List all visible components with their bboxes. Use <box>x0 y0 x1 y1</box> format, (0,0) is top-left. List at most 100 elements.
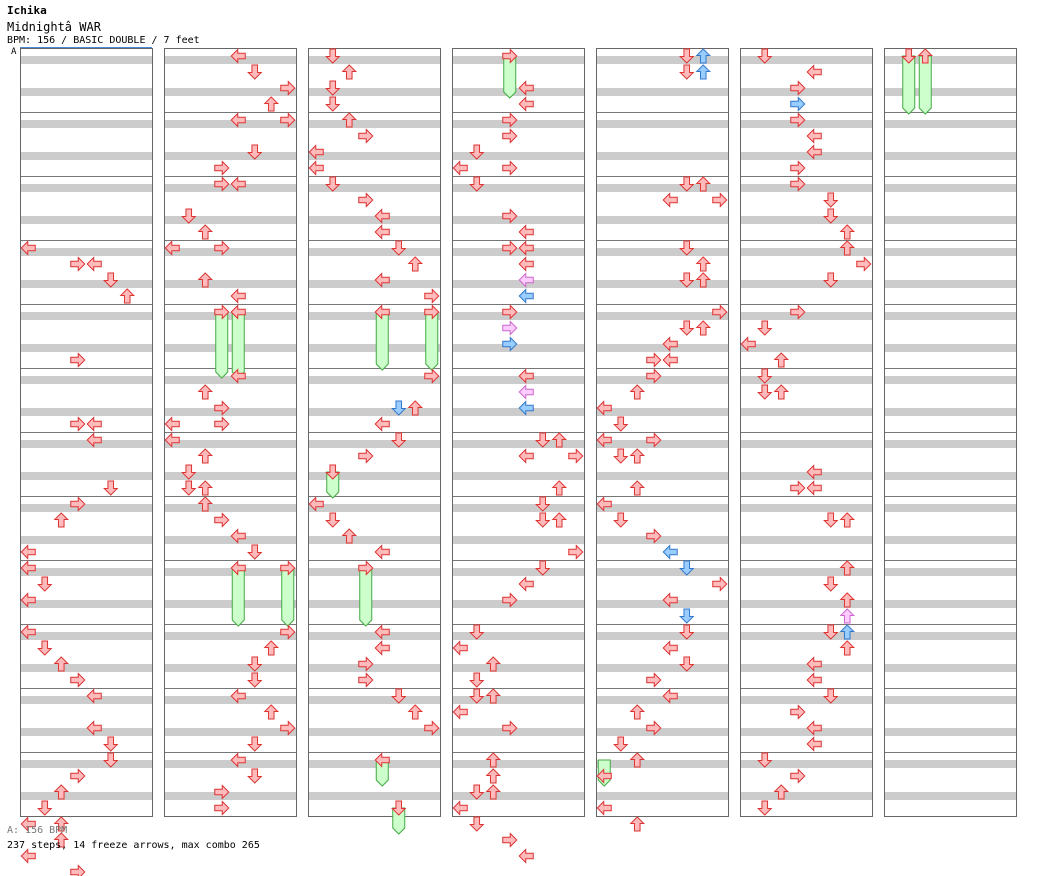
arrow-down-icon <box>469 144 485 160</box>
arrow-right-icon <box>502 160 518 176</box>
beat-stripe <box>20 88 152 96</box>
arrow-down-icon <box>535 560 551 576</box>
arrow-left-icon <box>806 144 822 160</box>
beat-stripe <box>20 472 152 480</box>
arrow-down-icon <box>103 736 119 752</box>
bpm-marker-line <box>20 47 152 48</box>
beat-stripe <box>596 504 728 512</box>
arrow-left-icon <box>662 544 678 560</box>
beat-stripe <box>164 504 296 512</box>
arrow-right-icon <box>502 112 518 128</box>
arrow-down-icon <box>247 144 263 160</box>
beat-stripe <box>20 440 152 448</box>
arrow-left-icon <box>374 640 390 656</box>
arrow-up-icon <box>485 688 501 704</box>
beat-stripe <box>452 600 584 608</box>
beat-stripe <box>884 664 1016 672</box>
beat-stripe <box>884 152 1016 160</box>
beat-stripe <box>20 760 152 768</box>
arrow-left-icon <box>518 96 534 112</box>
beat-stripe <box>740 536 872 544</box>
arrow-left-icon <box>86 688 102 704</box>
beat-stripe <box>740 664 872 672</box>
beat-stripe <box>164 344 296 352</box>
beat-stripe <box>308 280 440 288</box>
arrow-down-icon <box>757 800 773 816</box>
beat-stripe <box>740 280 872 288</box>
arrow-right-icon <box>502 304 518 320</box>
arrow-down-icon <box>679 608 695 624</box>
beat-stripe <box>740 56 872 64</box>
arrow-right-icon <box>280 720 296 736</box>
arrow-right-icon <box>358 560 374 576</box>
beat-stripe <box>452 120 584 128</box>
arrow-down-icon <box>469 816 485 832</box>
arrow-right-icon <box>70 416 86 432</box>
arrow-up-icon <box>839 608 855 624</box>
arrow-down-icon <box>247 736 263 752</box>
beat-stripe <box>884 344 1016 352</box>
arrow-left-icon <box>806 736 822 752</box>
beat-stripe <box>20 536 152 544</box>
arrow-left-icon <box>806 64 822 80</box>
beat-stripe <box>164 376 296 384</box>
arrow-left-icon <box>596 432 612 448</box>
arrow-left-icon <box>518 400 534 416</box>
arrow-right-icon <box>358 192 374 208</box>
beat-stripe <box>308 248 440 256</box>
arrow-down-icon <box>469 688 485 704</box>
beat-stripe <box>308 216 440 224</box>
beat-stripe <box>20 792 152 800</box>
arrow-down-icon <box>613 416 629 432</box>
arrow-left-icon <box>662 688 678 704</box>
arrow-left-icon <box>374 544 390 560</box>
arrow-left-icon <box>518 80 534 96</box>
arrow-down-icon <box>823 576 839 592</box>
beat-stripe <box>596 408 728 416</box>
beat-stripe <box>164 600 296 608</box>
arrow-down-icon <box>247 544 263 560</box>
arrow-down-icon <box>103 272 119 288</box>
beat-stripe <box>308 600 440 608</box>
arrow-left-icon <box>806 672 822 688</box>
beat-stripe <box>308 792 440 800</box>
arrow-right-icon <box>214 160 230 176</box>
beat-stripe <box>884 408 1016 416</box>
arrow-down-icon <box>901 48 917 64</box>
beat-stripe <box>20 504 152 512</box>
beat-stripe <box>20 120 152 128</box>
arrow-down-icon <box>391 800 407 816</box>
beat-stripe <box>308 504 440 512</box>
arrow-left-icon <box>374 752 390 768</box>
beat-stripe <box>308 472 440 480</box>
chart-summary: 237 steps, 14 freeze arrows, max combo 2… <box>7 840 260 851</box>
beat-stripe <box>164 88 296 96</box>
beat-stripe <box>884 440 1016 448</box>
beat-stripe <box>308 440 440 448</box>
beat-stripe <box>20 56 152 64</box>
beat-stripe <box>740 632 872 640</box>
beat-stripe <box>884 248 1016 256</box>
beat-stripe <box>164 664 296 672</box>
freeze-arrow <box>425 311 439 371</box>
beat-stripe <box>308 120 440 128</box>
artist-name: Ichika <box>7 4 47 17</box>
arrow-up-icon <box>629 752 645 768</box>
beat-stripe <box>884 376 1016 384</box>
arrow-right-icon <box>70 672 86 688</box>
beat-stripe <box>596 120 728 128</box>
arrow-down-icon <box>247 672 263 688</box>
column-border <box>164 48 297 817</box>
arrow-down-icon <box>757 320 773 336</box>
beat-stripe <box>884 184 1016 192</box>
arrow-right-icon <box>790 176 806 192</box>
arrow-right-icon <box>424 288 440 304</box>
arrow-up-icon <box>119 288 135 304</box>
beat-stripe <box>884 56 1016 64</box>
arrow-down-icon <box>535 512 551 528</box>
arrow-left-icon <box>230 368 246 384</box>
arrow-left-icon <box>662 336 678 352</box>
beat-stripe <box>452 280 584 288</box>
freeze-arrow <box>918 55 932 115</box>
arrow-up-icon <box>839 560 855 576</box>
